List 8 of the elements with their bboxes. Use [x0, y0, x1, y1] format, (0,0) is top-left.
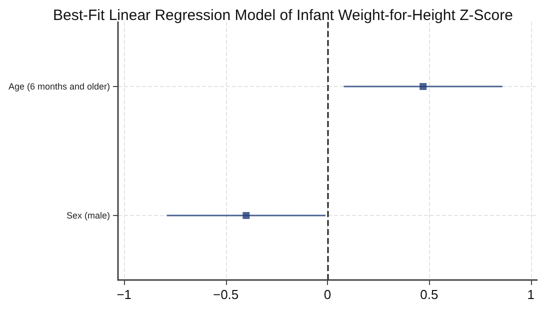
x-tick-label: −1	[116, 287, 132, 302]
y-tick-label: Age (6 months and older)	[8, 82, 110, 92]
x-tick-label: 0	[324, 287, 332, 302]
x-tick-label: 1	[527, 287, 535, 302]
x-tick-label: −0.5	[212, 287, 239, 302]
y-tick-label: Sex (male)	[66, 210, 110, 220]
chart-title: Best-Fit Linear Regression Model of Infant Weight-for-Height Z-Score	[53, 7, 513, 24]
x-tick-label: 0.5	[420, 287, 438, 302]
